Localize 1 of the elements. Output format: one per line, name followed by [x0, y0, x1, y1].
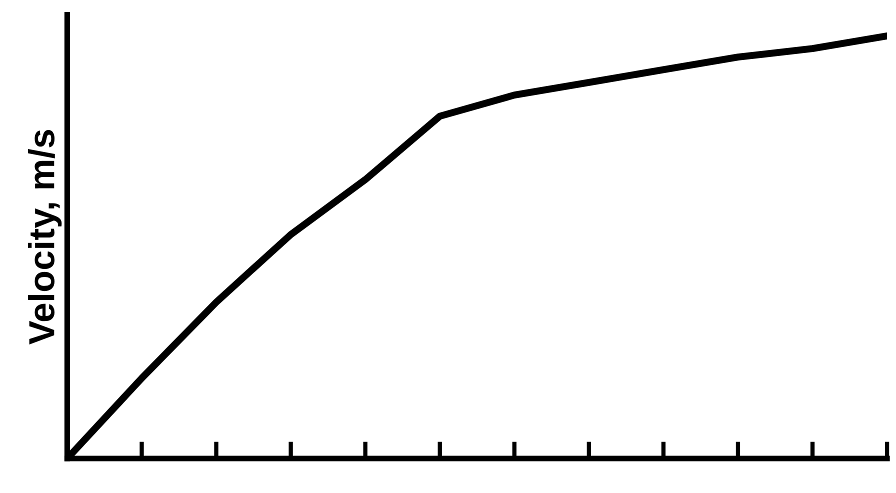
y-axis-title: Velocity, m/s: [28, 130, 62, 344]
